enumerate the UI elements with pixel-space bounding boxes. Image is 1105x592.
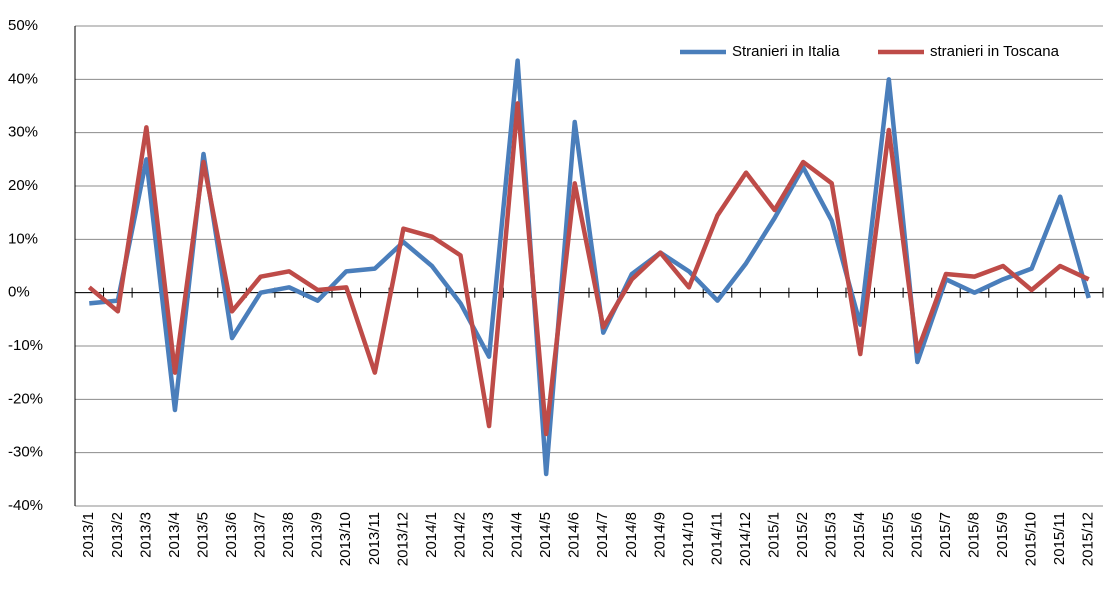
series-line (89, 58, 1091, 477)
x-tick-label: 2014/1 (423, 512, 440, 558)
x-tick-label: 2013/4 (166, 512, 183, 558)
y-tick-label: 30% (8, 124, 38, 141)
x-tick-label: 2015/7 (937, 512, 954, 558)
x-tick-label: 2013/12 (394, 512, 411, 566)
y-tick-label: -10% (8, 337, 43, 354)
y-tick-label: -40% (8, 497, 43, 514)
legend-label: Stranieri in Italia (732, 43, 840, 60)
x-tick-label: 2013/9 (309, 512, 326, 558)
x-tick-label: 2013/5 (194, 512, 211, 558)
x-tick-label: 2013/10 (337, 512, 354, 566)
y-tick-label: 40% (8, 70, 38, 87)
x-tick-label: 2014/7 (594, 512, 611, 558)
x-tick-label: 2013/8 (280, 512, 297, 558)
y-tick-label: 0% (8, 284, 30, 301)
x-tick-label: 2014/2 (451, 512, 468, 558)
y-tick-label: 10% (8, 230, 38, 247)
x-tick-label: 2015/6 (908, 512, 925, 558)
x-tick-label: 2014/5 (537, 512, 554, 558)
y-tick-label: 20% (8, 177, 38, 194)
x-tick-label: 2014/11 (708, 512, 725, 565)
x-tick-label: 2014/4 (509, 512, 526, 558)
x-tick-label: 2013/2 (109, 512, 126, 558)
x-tick-label: 2015/4 (851, 512, 868, 558)
x-tick-label: 2013/11 (366, 512, 383, 565)
x-tick-label: 2014/3 (480, 512, 497, 558)
x-tick-label: 2015/9 (994, 512, 1011, 558)
x-tick-label: 2015/2 (794, 512, 811, 558)
x-tick-label: 2014/8 (623, 512, 640, 558)
x-tick-label: 2015/8 (965, 512, 982, 558)
x-tick-label: 2013/1 (80, 512, 97, 558)
x-tick-label: 2014/6 (566, 512, 583, 558)
x-tick-label: 2014/12 (737, 512, 754, 566)
x-tick-label: 2013/3 (137, 512, 154, 558)
x-tick-label: 2015/12 (1080, 512, 1097, 566)
x-tick-label: 2015/10 (1023, 512, 1040, 566)
x-tick-label: 2015/11 (1051, 512, 1068, 565)
legend-label: stranieri in Toscana (930, 43, 1060, 60)
series-line (87, 101, 1090, 437)
x-tick-label: 2014/9 (651, 512, 668, 558)
x-tick-label: 2014/10 (680, 512, 697, 566)
x-tick-label: 2015/3 (823, 512, 840, 558)
x-tick-label: 2015/1 (766, 512, 783, 558)
x-tick-label: 2013/7 (252, 512, 269, 558)
x-tick-label: 2015/5 (880, 512, 897, 558)
y-tick-label: -20% (8, 390, 43, 407)
y-tick-label: -30% (8, 444, 43, 461)
y-tick-label: 50% (8, 17, 38, 34)
x-tick-label: 2013/6 (223, 512, 240, 558)
